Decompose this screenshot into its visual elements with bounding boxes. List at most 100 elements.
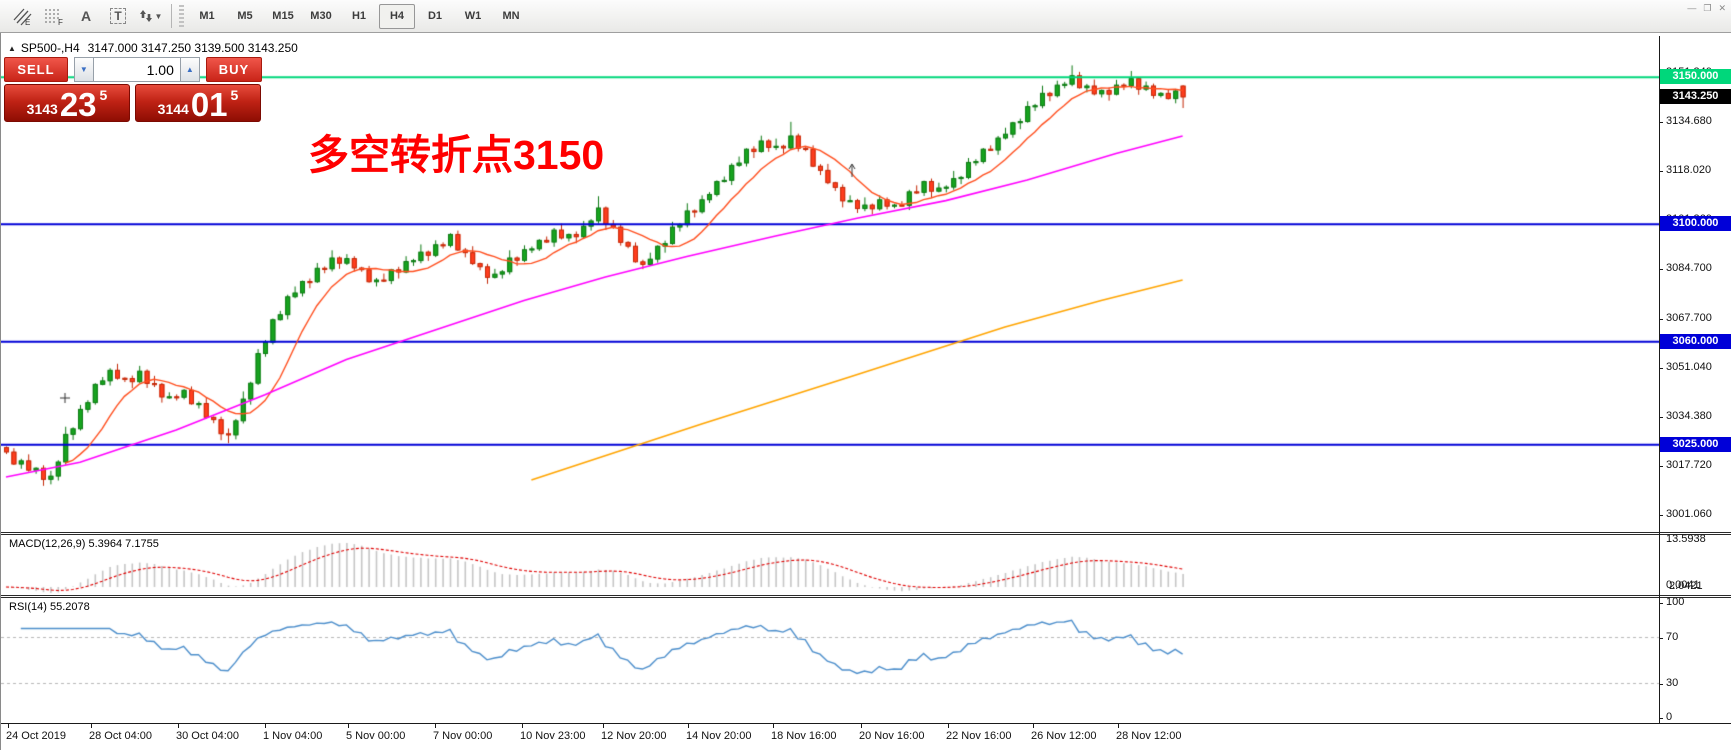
rsi-tick-mark: [1659, 718, 1663, 719]
ohlc-values: 3147.000 3147.250 3139.500 3143.250: [87, 41, 298, 55]
macd-axis-zero-label: 0.0041: [1666, 579, 1700, 591]
macd-panel-canvas[interactable]: [1, 536, 1659, 595]
bid-price-tile[interactable]: 3143 23 5: [4, 84, 130, 122]
price-axis-label: 3084.700: [1666, 262, 1712, 275]
price-axis-line: [1659, 36, 1660, 723]
rsi-axis-label: 100: [1666, 596, 1685, 608]
price-badge: 3060.000: [1660, 333, 1731, 349]
close-icon[interactable]: ✕: [1718, 3, 1726, 13]
price-axis-label: 3067.700: [1666, 312, 1712, 325]
ask-price-prefix: 3144: [157, 101, 189, 117]
symbol-period-label: SP500-,H4: [20, 41, 80, 55]
time-axis-label: 20 Nov 16:00: [859, 730, 925, 742]
ask-price-sup: 5: [230, 87, 239, 103]
collapse-panel-icon[interactable]: ▲: [8, 44, 16, 53]
timeframe-button-h1[interactable]: H1: [351, 10, 367, 22]
chart-text-annotation[interactable]: 多空转折点3150: [308, 132, 605, 178]
fibonacci-icon[interactable]: F: [39, 3, 69, 29]
restore-icon[interactable]: ❐: [1703, 3, 1712, 13]
price-tick-mark: [1659, 171, 1663, 173]
text-icon[interactable]: T: [103, 3, 133, 29]
timeframe-button-m15[interactable]: M15: [272, 10, 294, 22]
toolbar: E F A T ▼ M1 M5 M15 M30 H1 H4 D1 W1 MN — ❐ ✕: [0, 0, 1731, 33]
timeframe-button-mn[interactable]: MN: [502, 10, 520, 22]
text-label-icon[interactable]: A: [80, 8, 92, 24]
rsi-axis-label: 30: [1666, 676, 1679, 689]
rsi-label: RSI(14) 55.2078: [9, 601, 90, 613]
panel-separator-macd[interactable]: [1, 532, 1731, 535]
timeframe-button-m5[interactable]: M5: [237, 10, 253, 22]
macd-label: MACD(12,26,9) 5.3964 7.1755: [9, 538, 159, 550]
time-axis-tick: [1118, 724, 1119, 728]
toolbar-drag-handle[interactable]: [179, 5, 184, 27]
price-axis-label: 3001.060: [1666, 508, 1712, 521]
rsi-axis-label: 0: [1666, 711, 1673, 723]
time-axis-tick: [91, 724, 92, 728]
time-axis[interactable]: 24 Oct 2019 28 Oct 04:00 30 Oct 04:00 1 Nov…: [1, 723, 1731, 750]
time-axis-tick: [178, 724, 179, 728]
time-axis-label: 5 Nov 00:00: [346, 730, 406, 742]
volume-increase-button[interactable]: ▲: [179, 57, 200, 82]
price-axis-label: 3134.680: [1666, 115, 1712, 128]
timeframe-button-m30[interactable]: M30: [310, 10, 332, 22]
price-axis-label: 3118.020: [1666, 164, 1712, 177]
price-tick-mark: [1659, 319, 1663, 321]
buy-button[interactable]: BUY: [205, 57, 262, 82]
timeframe-button-w1[interactable]: W1: [464, 10, 482, 22]
bid-price-prefix: 3143: [26, 101, 58, 117]
timeframe-buttons: M1 M5 M15 M30 H1 H4 D1 W1 MN: [188, 3, 530, 29]
price-axis-label: 3034.380: [1666, 410, 1712, 423]
toolbar-icons: E F A T ▼: [6, 3, 166, 29]
price-axis-label: 3017.720: [1666, 459, 1712, 472]
time-axis-tick: [265, 724, 266, 728]
volume-input[interactable]: [93, 57, 180, 82]
time-axis-label: 14 Nov 20:00: [686, 730, 752, 742]
time-axis-label: 26 Nov 12:00: [1031, 730, 1097, 742]
price-tick-mark: [1659, 122, 1663, 124]
time-axis-tick: [1033, 724, 1034, 728]
bid-price-sup: 5: [99, 87, 108, 103]
svg-text:F: F: [58, 18, 63, 26]
time-axis-label: 12 Nov 20:00: [601, 730, 667, 742]
arrows-icon[interactable]: ▼: [135, 3, 165, 29]
price-tick-mark: [1659, 466, 1663, 468]
time-axis-tick: [348, 724, 349, 728]
price-badge: 3100.000: [1660, 216, 1731, 232]
time-axis-tick: [435, 724, 436, 728]
time-axis-tick: [948, 724, 949, 728]
ask-price-big: 01: [190, 86, 228, 123]
time-axis-label: 22 Nov 16:00: [946, 730, 1012, 742]
timeframe-button-m1[interactable]: M1: [199, 10, 215, 22]
chart-window: ▲ SP500-,H4 3147.000 3147.250 3139.500 314…: [0, 33, 1731, 750]
time-axis-tick: [522, 724, 523, 728]
main-chart-canvas[interactable]: [1, 36, 1659, 532]
svg-text:E: E: [25, 18, 30, 26]
macd-axis-max-label: 13.5938: [1666, 533, 1706, 545]
equidistant-channel-icon[interactable]: E: [7, 3, 37, 29]
price-tick-mark: [1659, 368, 1663, 370]
ask-price-tile[interactable]: 3144 01 5: [135, 84, 261, 122]
rsi-panel-canvas[interactable]: [1, 599, 1659, 723]
window-controls: — ❐ ✕: [1687, 3, 1726, 13]
price-tick-mark: [1659, 515, 1663, 517]
price-badge: 3025.000: [1660, 436, 1731, 452]
volume-decrease-button[interactable]: ▼: [73, 57, 94, 82]
time-axis-tick: [688, 724, 689, 728]
chart-header: ▲ SP500-,H4 3147.000 3147.250 3139.500 314…: [8, 41, 298, 55]
time-axis-label: 28 Oct 04:00: [89, 730, 152, 742]
timeframe-button-h4[interactable]: H4: [379, 3, 415, 29]
price-badge: 3150.000: [1660, 69, 1731, 85]
price-badge: 3143.250: [1660, 89, 1731, 104]
time-axis-label: 1 Nov 04:00: [263, 730, 323, 742]
bid-price-big: 23: [59, 86, 97, 123]
time-axis-label: 30 Oct 04:00: [176, 730, 239, 742]
sell-button[interactable]: SELL: [4, 57, 68, 82]
panel-separator-rsi[interactable]: [1, 595, 1731, 598]
minimize-icon[interactable]: —: [1687, 3, 1697, 13]
time-axis-label: 10 Nov 23:00: [520, 730, 586, 742]
timeframe-button-d1[interactable]: D1: [427, 10, 443, 22]
price-tick-mark: [1659, 417, 1663, 419]
price-axis-label: 3051.040: [1666, 361, 1712, 374]
